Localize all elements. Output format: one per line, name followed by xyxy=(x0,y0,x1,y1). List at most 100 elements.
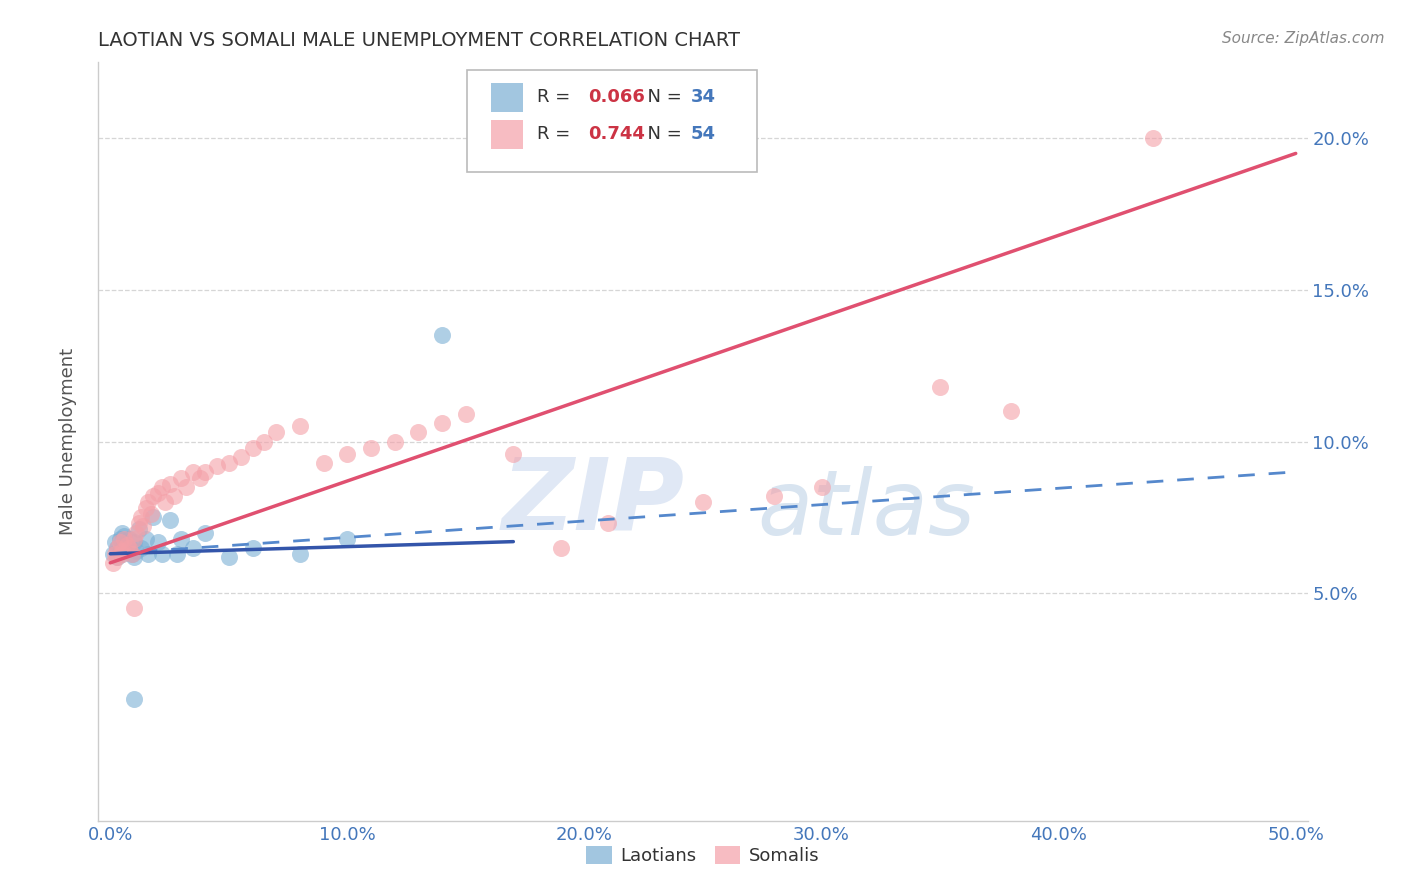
Point xyxy=(122,532,145,546)
Point xyxy=(129,541,152,555)
Point xyxy=(128,516,150,531)
Point xyxy=(111,525,134,540)
Point xyxy=(142,489,165,503)
Point xyxy=(125,543,148,558)
Point xyxy=(105,549,128,564)
Point xyxy=(122,549,145,564)
Y-axis label: Male Unemployment: Male Unemployment xyxy=(59,348,77,535)
Point xyxy=(105,541,128,555)
Point xyxy=(550,541,572,555)
Point xyxy=(135,532,157,546)
Point xyxy=(108,534,131,549)
Point xyxy=(218,549,240,564)
Point xyxy=(111,547,134,561)
Text: N =: N = xyxy=(637,126,688,144)
Point xyxy=(1142,131,1164,145)
Point xyxy=(163,489,186,503)
Point xyxy=(101,556,124,570)
Point xyxy=(253,434,276,449)
Point xyxy=(229,450,252,464)
Point xyxy=(181,465,204,479)
Legend: Laotians, Somalis: Laotians, Somalis xyxy=(579,839,827,872)
Point xyxy=(810,480,832,494)
Point xyxy=(142,510,165,524)
Point xyxy=(205,458,228,473)
Point xyxy=(114,538,136,552)
Point xyxy=(129,510,152,524)
Point xyxy=(174,480,197,494)
Point xyxy=(166,547,188,561)
Point xyxy=(122,692,145,706)
Point xyxy=(194,525,217,540)
Point xyxy=(312,456,335,470)
Point xyxy=(121,547,143,561)
Point xyxy=(146,486,169,500)
Text: N =: N = xyxy=(637,88,688,106)
Point xyxy=(242,541,264,555)
Point xyxy=(136,547,159,561)
Point xyxy=(432,417,454,431)
Point xyxy=(1000,404,1022,418)
Point xyxy=(139,508,162,522)
Point xyxy=(170,532,193,546)
Point xyxy=(218,456,240,470)
Point xyxy=(114,528,136,542)
Point xyxy=(122,601,145,615)
Point xyxy=(122,534,145,549)
Point xyxy=(408,425,430,440)
Point xyxy=(194,465,217,479)
Point xyxy=(598,516,620,531)
Point xyxy=(111,547,134,561)
FancyBboxPatch shape xyxy=(467,70,758,172)
Point xyxy=(454,407,477,421)
Point xyxy=(135,501,157,516)
Text: R =: R = xyxy=(537,126,576,144)
Point xyxy=(132,519,155,533)
Point xyxy=(153,495,176,509)
Point xyxy=(111,543,134,558)
Point xyxy=(114,532,136,546)
Point xyxy=(264,425,287,440)
Point xyxy=(115,541,138,555)
Point xyxy=(360,441,382,455)
FancyBboxPatch shape xyxy=(492,83,523,112)
Text: LAOTIAN VS SOMALI MALE UNEMPLOYMENT CORRELATION CHART: LAOTIAN VS SOMALI MALE UNEMPLOYMENT CORR… xyxy=(98,31,741,50)
Point xyxy=(384,434,406,449)
Point xyxy=(170,471,193,485)
Point xyxy=(692,495,714,509)
Point xyxy=(104,534,127,549)
Point xyxy=(159,513,181,527)
Point xyxy=(101,547,124,561)
Point xyxy=(152,547,174,561)
Point xyxy=(502,447,524,461)
Text: 0.744: 0.744 xyxy=(588,126,645,144)
Point xyxy=(336,532,359,546)
Point xyxy=(181,541,204,555)
Point xyxy=(288,419,311,434)
Text: R =: R = xyxy=(537,88,576,106)
Text: ZIP: ZIP xyxy=(502,454,685,550)
Point xyxy=(146,534,169,549)
Point xyxy=(432,328,454,343)
Text: atlas: atlas xyxy=(758,466,976,554)
Point xyxy=(929,380,952,394)
Point xyxy=(108,543,131,558)
Text: 34: 34 xyxy=(690,88,716,106)
Text: 54: 54 xyxy=(690,126,716,144)
Point xyxy=(128,523,150,537)
Point xyxy=(108,532,131,546)
Point xyxy=(763,489,786,503)
FancyBboxPatch shape xyxy=(492,120,523,149)
Point xyxy=(105,541,128,555)
Point xyxy=(118,541,141,555)
Point xyxy=(159,477,181,491)
Point xyxy=(336,447,359,461)
Point xyxy=(136,495,159,509)
Point xyxy=(125,525,148,540)
Point xyxy=(105,549,128,564)
Point xyxy=(118,532,141,546)
Point xyxy=(288,547,311,561)
Point xyxy=(242,441,264,455)
Text: Source: ZipAtlas.com: Source: ZipAtlas.com xyxy=(1222,31,1385,46)
Point xyxy=(190,471,212,485)
